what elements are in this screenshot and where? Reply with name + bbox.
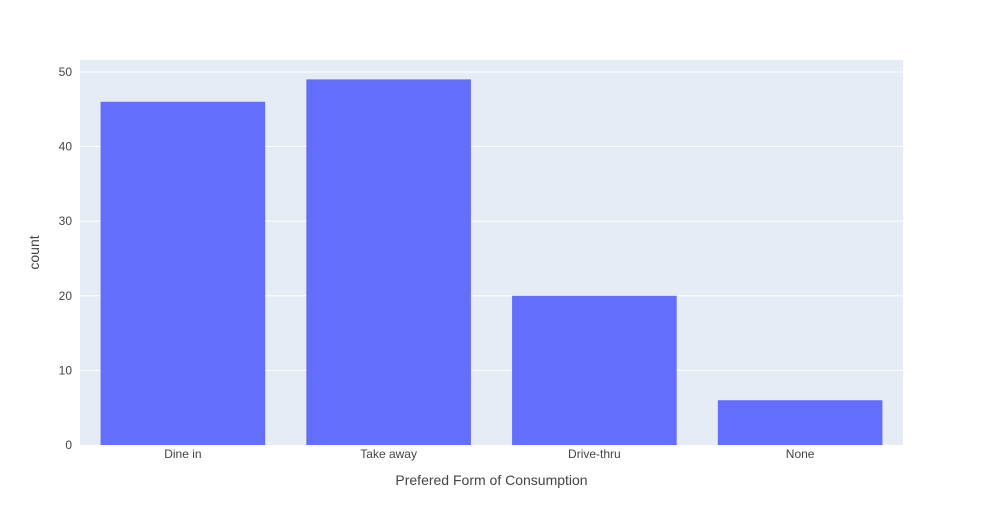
bar-drive-thru	[512, 295, 677, 445]
x-axis-ticks: Dine in Take away Drive-thru None	[164, 447, 815, 461]
y-axis-ticks: 0 10 20 30 40 50	[59, 65, 73, 452]
y-tick-label: 0	[65, 438, 72, 452]
x-axis-title: Prefered Form of Consumption	[395, 472, 587, 488]
bar-dine-in	[100, 101, 266, 445]
y-tick-label: 40	[59, 140, 73, 154]
y-axis-title: count	[26, 235, 42, 269]
x-tick-label: Drive-thru	[568, 447, 621, 461]
bars	[100, 79, 883, 445]
bar-take-away	[306, 79, 471, 445]
x-tick-label: None	[786, 447, 815, 461]
x-tick-label: Dine in	[164, 447, 201, 461]
y-tick-label: 30	[59, 214, 73, 228]
bar-none	[717, 400, 883, 445]
y-tick-label: 50	[59, 65, 73, 79]
y-tick-label: 10	[59, 363, 73, 377]
x-tick-label: Take away	[360, 447, 417, 461]
y-tick-label: 20	[59, 289, 73, 303]
